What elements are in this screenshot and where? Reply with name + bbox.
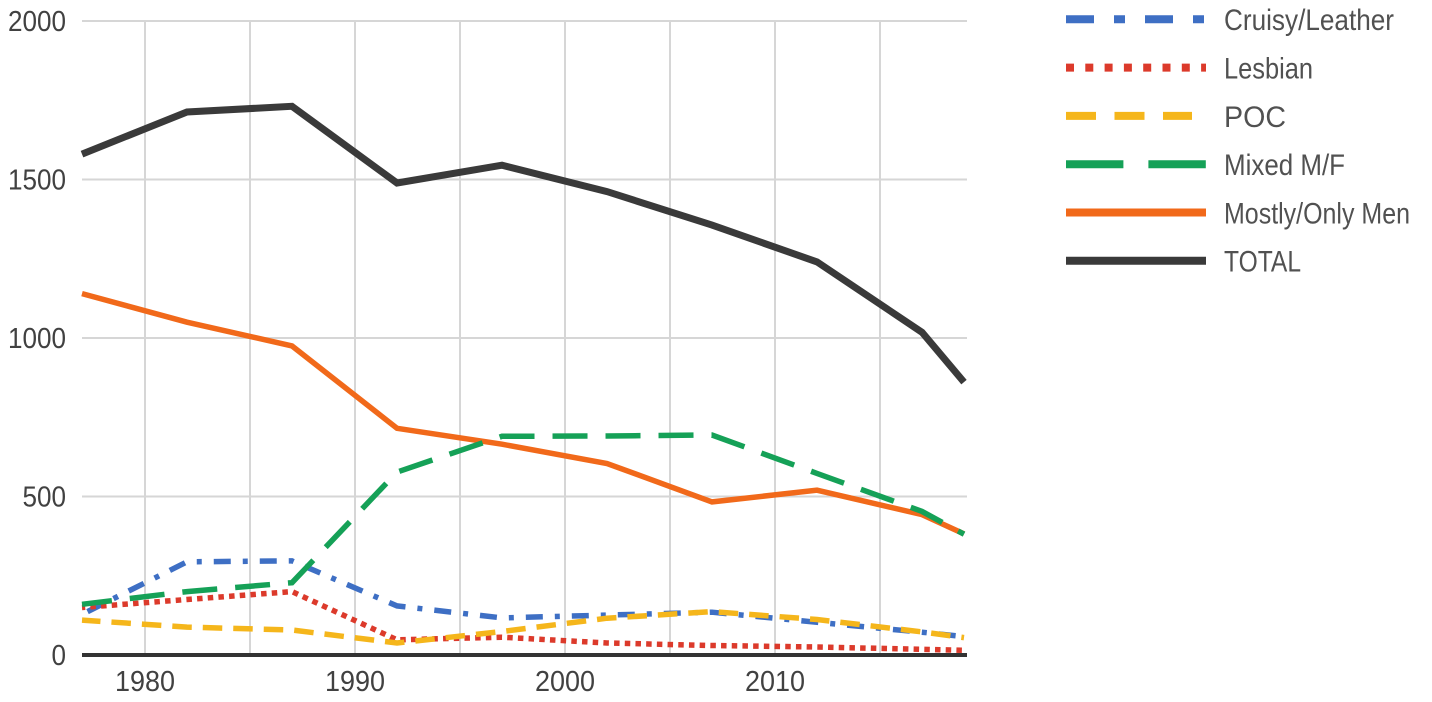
svg-text:1000: 1000: [8, 323, 66, 355]
svg-text:Mostly/Only Men: Mostly/Only Men: [1224, 197, 1410, 230]
svg-text:Cruisy/Leather: Cruisy/Leather: [1224, 4, 1394, 37]
svg-text:1980: 1980: [115, 666, 175, 698]
svg-text:Mixed M/F: Mixed M/F: [1224, 149, 1345, 182]
svg-text:2000: 2000: [535, 666, 595, 698]
svg-text:1990: 1990: [325, 666, 385, 698]
svg-text:2000: 2000: [8, 6, 66, 38]
svg-text:Lesbian: Lesbian: [1224, 53, 1313, 86]
svg-text:0: 0: [52, 640, 67, 672]
svg-text:1500: 1500: [8, 165, 66, 197]
svg-text:2010: 2010: [745, 666, 805, 698]
svg-text:500: 500: [23, 482, 67, 514]
svg-text:POC: POC: [1224, 101, 1286, 134]
svg-text:TOTAL: TOTAL: [1224, 246, 1301, 279]
